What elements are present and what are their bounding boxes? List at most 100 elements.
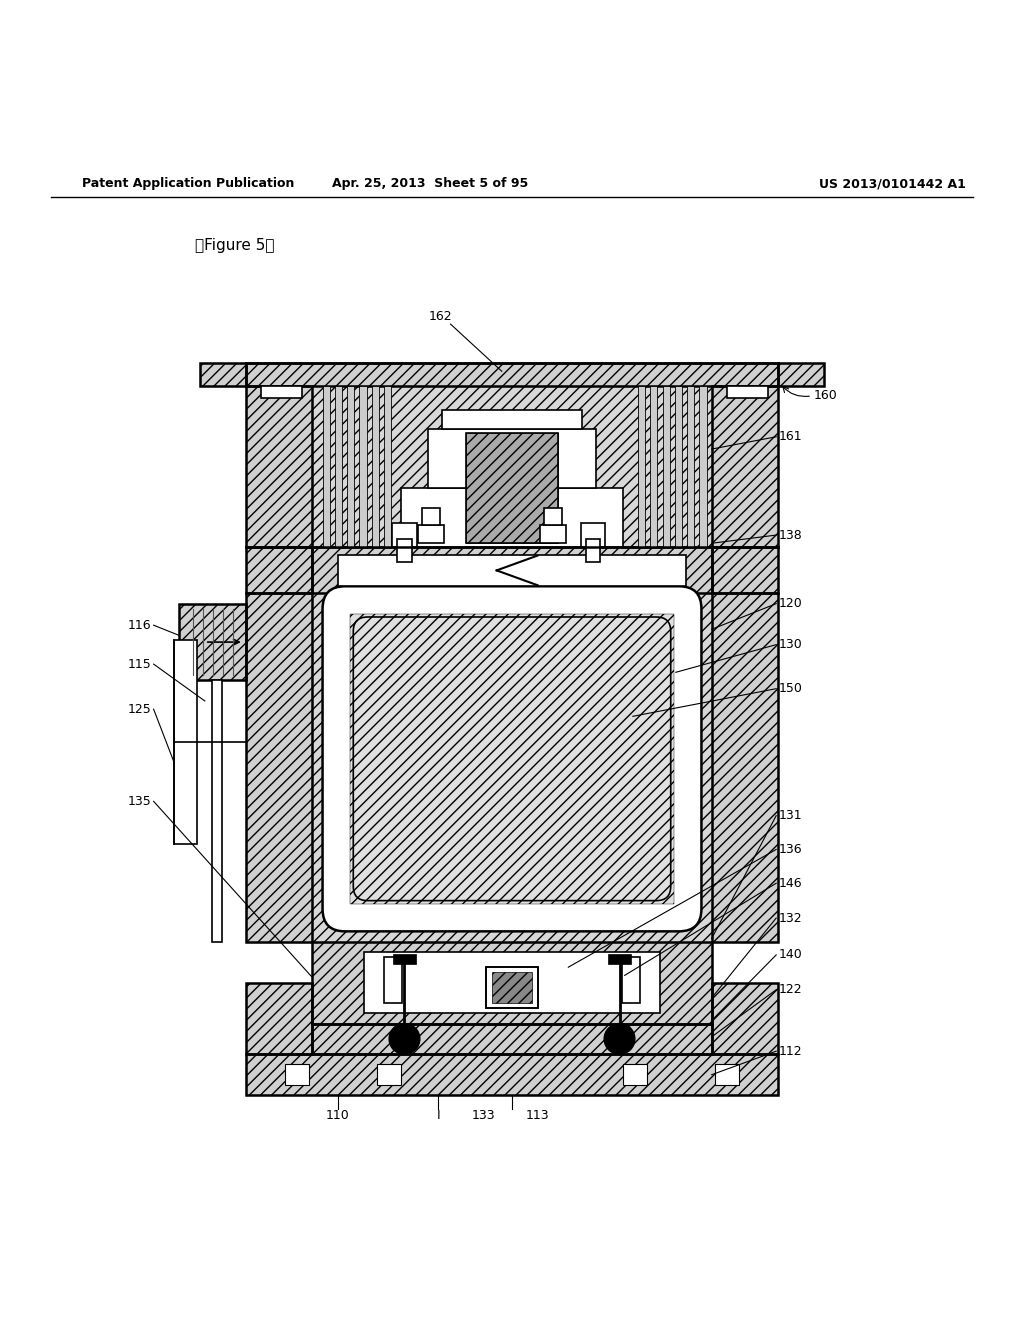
Text: 160: 160 [814, 389, 838, 403]
Bar [246, 385, 312, 548]
Bar [338, 554, 686, 586]
Bar [422, 508, 440, 525]
Bar [246, 385, 312, 548]
Circle shape [604, 1023, 635, 1055]
Bar [418, 525, 444, 544]
Bar [200, 363, 246, 385]
Bar [312, 548, 712, 594]
Bar [174, 639, 197, 845]
Bar [544, 508, 562, 525]
Bar [246, 363, 778, 385]
Text: 110: 110 [326, 1109, 350, 1122]
Bar [179, 603, 246, 681]
Bar [608, 954, 631, 964]
Text: 161: 161 [778, 430, 802, 444]
Bar [246, 982, 312, 1055]
Bar [364, 952, 660, 1014]
Text: 135: 135 [128, 795, 152, 808]
Bar [312, 941, 712, 1023]
Bar [312, 941, 712, 1023]
Text: 113: 113 [525, 1109, 550, 1122]
Bar [675, 385, 682, 548]
Bar [384, 957, 402, 1003]
Bar [359, 385, 367, 548]
Bar [466, 433, 558, 544]
Bar [397, 539, 412, 562]
Text: Apr. 25, 2013  Sheet 5 of 95: Apr. 25, 2013 Sheet 5 of 95 [332, 177, 528, 190]
Bar [712, 548, 778, 594]
Bar [335, 385, 342, 548]
Text: 125: 125 [128, 702, 152, 715]
Bar [712, 982, 778, 1055]
Bar [323, 385, 330, 548]
Bar [623, 1064, 647, 1085]
Bar [466, 433, 558, 544]
Bar [377, 1064, 401, 1085]
Bar [663, 385, 670, 548]
Bar [347, 385, 354, 548]
Text: I: I [436, 1109, 440, 1122]
Text: 140: 140 [778, 948, 802, 961]
Bar [586, 539, 600, 562]
Text: 120: 120 [778, 597, 802, 610]
Bar [312, 1023, 712, 1055]
Bar [622, 957, 640, 1003]
Bar [540, 525, 566, 544]
Circle shape [389, 1023, 420, 1055]
Text: US 2013/0101442 A1: US 2013/0101442 A1 [819, 177, 966, 190]
Bar [384, 385, 391, 548]
Bar [778, 363, 824, 385]
Bar [261, 385, 302, 397]
Bar [246, 594, 312, 941]
Text: Patent Application Publication: Patent Application Publication [82, 177, 294, 190]
Text: 115: 115 [128, 657, 152, 671]
Bar [650, 385, 657, 548]
Bar [350, 614, 674, 904]
Bar [312, 385, 712, 548]
Text: 136: 136 [778, 843, 802, 855]
Text: 【Figure 5】: 【Figure 5】 [195, 238, 274, 253]
Bar [581, 523, 605, 548]
Bar [687, 385, 694, 548]
Bar [200, 363, 246, 385]
Text: 116: 116 [128, 619, 152, 632]
Bar [712, 385, 778, 548]
Bar [638, 385, 645, 548]
Text: 122: 122 [778, 983, 802, 997]
Text: 146: 146 [778, 876, 802, 890]
Bar [246, 548, 312, 594]
Bar [712, 594, 778, 941]
Bar [727, 385, 768, 397]
Text: 150: 150 [778, 682, 802, 696]
Bar [246, 982, 312, 1055]
Bar [401, 488, 623, 548]
Bar [712, 548, 778, 594]
Bar [492, 973, 532, 1003]
Bar [699, 385, 707, 548]
Bar [715, 1064, 739, 1085]
Text: 133: 133 [471, 1109, 496, 1122]
Bar [428, 429, 596, 488]
Bar [246, 594, 312, 941]
Bar [442, 411, 582, 429]
Text: 132: 132 [778, 912, 802, 924]
Bar [246, 1055, 778, 1096]
Bar [712, 982, 778, 1055]
Bar [246, 363, 778, 385]
Bar [312, 594, 712, 941]
Bar [312, 548, 712, 594]
Text: 162: 162 [428, 310, 453, 323]
Bar [392, 523, 417, 548]
Bar [393, 954, 416, 964]
Bar [778, 363, 824, 385]
Bar [246, 1055, 778, 1096]
Bar [246, 548, 312, 594]
Bar [486, 968, 538, 1008]
Text: 138: 138 [778, 528, 802, 541]
Text: 130: 130 [778, 638, 802, 651]
Bar [212, 681, 222, 941]
FancyBboxPatch shape [323, 586, 701, 932]
Bar [486, 968, 538, 1008]
Text: 112: 112 [778, 1044, 802, 1057]
Bar [712, 594, 778, 941]
